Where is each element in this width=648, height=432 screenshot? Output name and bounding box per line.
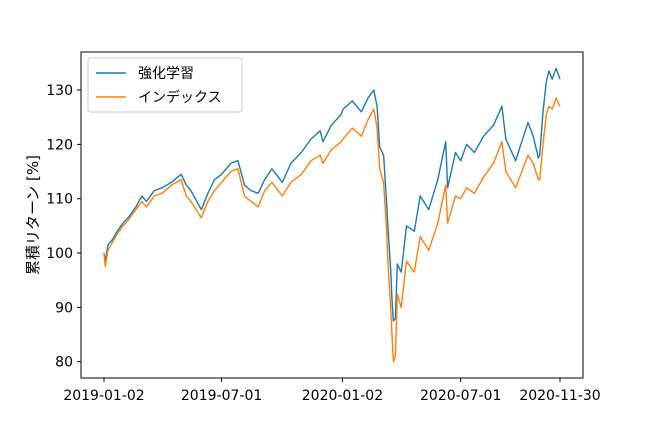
series-line-1: [103, 97, 561, 363]
x-tick-label: 2020-01-02: [302, 388, 383, 404]
y-tick-label: 130: [46, 83, 73, 99]
legend-label-rl: 強化学習: [138, 66, 194, 82]
series-line-0: [103, 67, 561, 322]
y-tick-label: 100: [46, 246, 73, 262]
series-layer: [103, 67, 561, 363]
x-tick-label: 2020-11-30: [519, 388, 600, 404]
y-tick-label: 120: [46, 137, 73, 153]
x-axis: 2019-01-02 2019-07-01 2020-01-02 2020-07-01…: [63, 378, 601, 404]
x-tick-label: 2020-07-01: [420, 388, 501, 404]
y-axis-label: 累積リターン [%]: [24, 155, 42, 275]
y-tick-label: 80: [55, 355, 73, 371]
y-axis: 80 90 100 110 120 130: [46, 83, 81, 371]
x-tick-label: 2019-01-02: [63, 388, 144, 404]
plot-area: [80, 51, 584, 379]
plot-frame: [80, 51, 584, 379]
legend-label-index: インデックス: [138, 89, 222, 106]
y-tick-label: 110: [46, 192, 73, 208]
x-tick-label: 2019-07-01: [181, 388, 262, 404]
legend: 強化学習 インデックス: [87, 57, 243, 113]
legend-box: [87, 57, 243, 113]
y-tick-label: 90: [55, 300, 73, 316]
